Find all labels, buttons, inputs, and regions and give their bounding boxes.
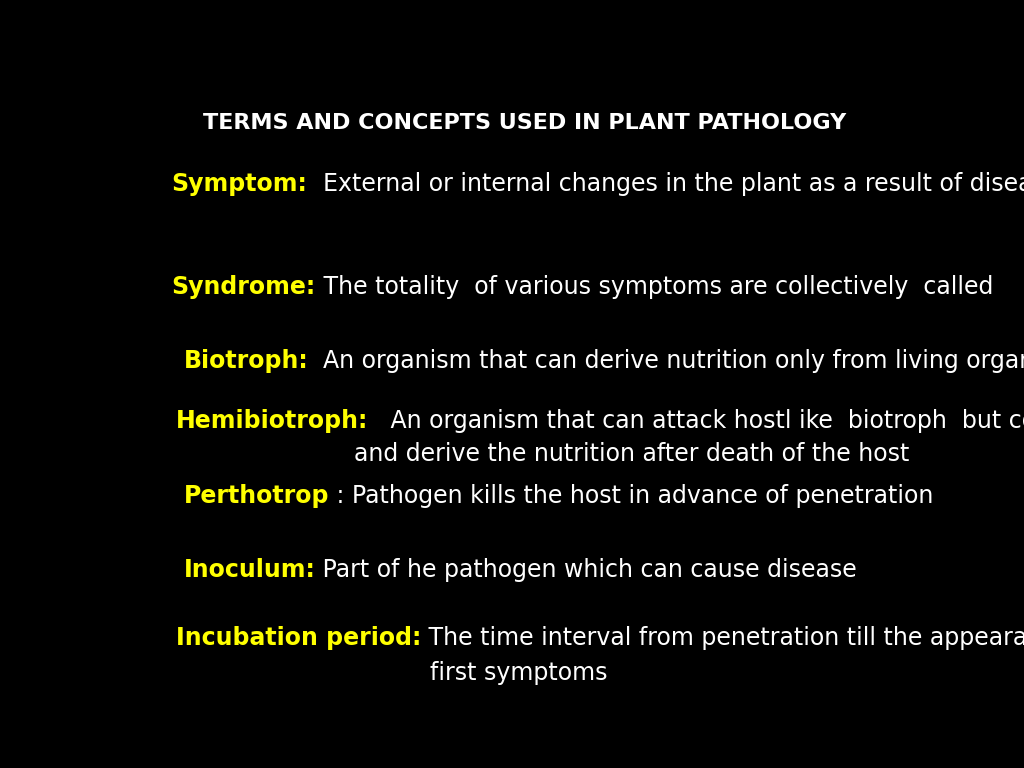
- Text: and derive the nutrition after death of the host: and derive the nutrition after death of …: [354, 442, 909, 466]
- Text: Syndrome:: Syndrome:: [172, 276, 315, 300]
- Text: An organism that can attack hostl ike  biotroph  but continue to grow: An organism that can attack hostl ike bi…: [368, 409, 1024, 432]
- Text: Symptom:: Symptom:: [172, 172, 307, 196]
- Text: Perthotrop: Perthotrop: [183, 485, 329, 508]
- Text: The totality  of various symptoms are collectively  called: The totality of various symptoms are col…: [315, 276, 993, 300]
- Text: Part of he pathogen which can cause disease: Part of he pathogen which can cause dise…: [315, 558, 857, 581]
- Text: : Pathogen kills the host in advance of penetration: : Pathogen kills the host in advance of …: [329, 485, 934, 508]
- Text: Hemibiotroph:: Hemibiotroph:: [176, 409, 368, 432]
- Text: TERMS AND CONCEPTS USED IN PLANT PATHOLOGY: TERMS AND CONCEPTS USED IN PLANT PATHOLO…: [203, 113, 847, 133]
- Text: first symptoms: first symptoms: [430, 661, 607, 685]
- Text: Inoculum:: Inoculum:: [183, 558, 315, 581]
- Text: The time interval from penetration till the appearance of: The time interval from penetration till …: [421, 626, 1024, 650]
- Text: Biotroph:: Biotroph:: [183, 349, 308, 373]
- Text: Incubation period:: Incubation period:: [176, 626, 421, 650]
- Text: An organism that can derive nutrition only from living organism: An organism that can derive nutrition on…: [308, 349, 1024, 373]
- Text: External or internal changes in the plant as a result of disease: External or internal changes in the plan…: [307, 172, 1024, 196]
